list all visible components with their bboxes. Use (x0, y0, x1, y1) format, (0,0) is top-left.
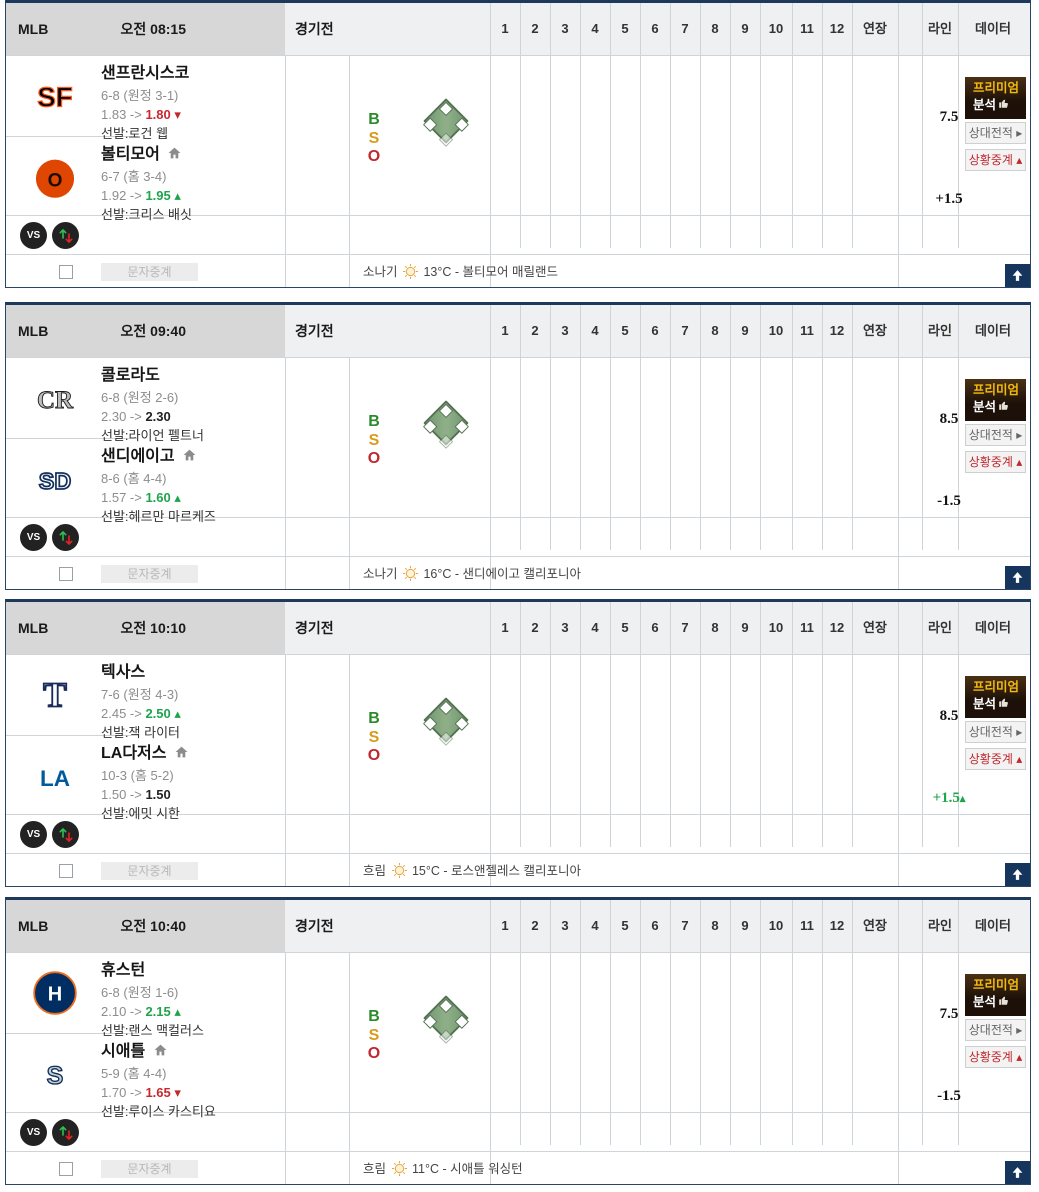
svg-text:H: H (48, 983, 62, 1005)
svg-text:SD: SD (39, 468, 71, 494)
svg-text:T: T (43, 675, 67, 714)
svg-text:CR: CR (37, 387, 74, 414)
svg-text:O: O (48, 170, 63, 191)
svg-text:LA: LA (40, 766, 70, 791)
svg-text:S: S (47, 1062, 64, 1090)
svg-text:SF: SF (37, 81, 72, 112)
